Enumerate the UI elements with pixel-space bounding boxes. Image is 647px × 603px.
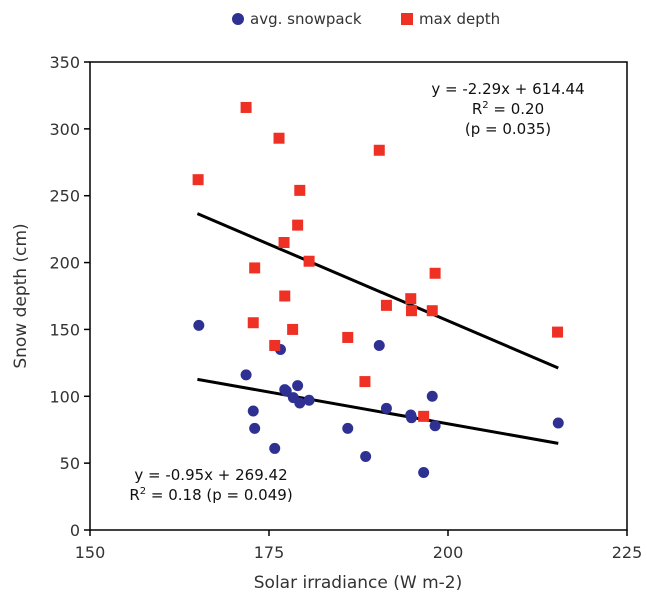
y-tick-label: 50 xyxy=(60,454,80,473)
trendlines xyxy=(196,212,559,445)
point-max-depth xyxy=(279,290,291,302)
point-max-depth xyxy=(342,331,354,343)
point-avg-snowpack xyxy=(193,319,205,331)
trendline-avg-snowpack xyxy=(197,377,559,445)
x-tick-label: 150 xyxy=(75,543,106,562)
data-points xyxy=(192,101,564,479)
point-max-depth xyxy=(380,299,392,311)
y-tick-label: 200 xyxy=(49,254,80,273)
point-avg-snowpack xyxy=(292,380,304,392)
legend-label-avg-snowpack: avg. snowpack xyxy=(250,10,362,28)
avg-snowpack-r2: R2 = 0.18 (p = 0.049) xyxy=(129,486,292,504)
point-max-depth xyxy=(278,237,290,249)
y-axis: 0 50 100 150 200 250 300 350 xyxy=(49,53,90,540)
y-tick-label: 0 xyxy=(70,521,80,540)
point-max-depth xyxy=(249,262,261,274)
y-tick-label: 150 xyxy=(49,320,80,339)
point-max-depth xyxy=(405,293,417,305)
x-axis-title: Solar irradiance (W m-2) xyxy=(254,573,462,593)
point-max-depth xyxy=(273,132,285,144)
max-depth-r2: R2 = 0.20 xyxy=(472,100,544,118)
point-max-depth xyxy=(247,317,259,329)
point-avg-snowpack xyxy=(373,339,385,351)
point-max-depth xyxy=(240,101,252,113)
point-avg-snowpack xyxy=(426,390,438,402)
point-max-depth xyxy=(426,305,438,317)
legend-marker-avg-snowpack xyxy=(232,13,244,25)
avg-snowpack-equation: y = -0.95x + 269.42 xyxy=(134,466,287,484)
y-tick-label: 100 xyxy=(49,387,80,406)
point-max-depth xyxy=(303,255,315,267)
y-tick-label: 300 xyxy=(49,120,80,139)
point-avg-snowpack xyxy=(269,442,281,454)
y-tick-label: 350 xyxy=(49,53,80,72)
point-max-depth xyxy=(429,267,441,279)
point-max-depth xyxy=(269,339,281,351)
point-max-depth xyxy=(552,326,564,338)
max-depth-p-value: (p = 0.035) xyxy=(465,120,551,138)
point-avg-snowpack xyxy=(552,417,564,429)
point-avg-snowpack xyxy=(294,397,306,409)
point-max-depth xyxy=(287,323,299,335)
point-max-depth xyxy=(292,219,304,231)
point-max-depth xyxy=(359,376,371,388)
point-max-depth xyxy=(373,144,385,156)
point-max-depth xyxy=(418,410,430,422)
x-tick-label: 225 xyxy=(612,543,643,562)
legend-label-max-depth: max depth xyxy=(419,10,500,28)
point-avg-snowpack xyxy=(360,450,372,462)
point-avg-snowpack xyxy=(249,422,261,434)
annotation-avg-snowpack: y = -0.95x + 269.42 R2 = 0.18 (p = 0.049… xyxy=(129,466,292,504)
max-depth-equation: y = -2.29x + 614.44 xyxy=(431,80,584,98)
x-tick-label: 175 xyxy=(254,543,285,562)
point-avg-snowpack xyxy=(240,369,252,381)
point-avg-snowpack xyxy=(418,467,430,479)
point-avg-snowpack xyxy=(280,385,292,397)
y-axis-title: Snow depth (cm) xyxy=(11,223,31,368)
point-avg-snowpack xyxy=(342,422,354,434)
point-max-depth xyxy=(405,305,417,317)
x-tick-label: 200 xyxy=(433,543,464,562)
y-tick-label: 250 xyxy=(49,187,80,206)
trendline-max-depth xyxy=(196,212,559,370)
point-avg-snowpack xyxy=(303,394,315,406)
point-avg-snowpack xyxy=(429,420,441,432)
annotation-max-depth: y = -2.29x + 614.44 R2 = 0.20 (p = 0.035… xyxy=(431,80,584,138)
point-avg-snowpack xyxy=(405,412,417,424)
x-axis: 150 175 200 225 xyxy=(75,530,643,562)
plot-area xyxy=(89,61,628,531)
legend: avg. snowpack max depth xyxy=(232,10,500,28)
point-avg-snowpack xyxy=(380,402,392,414)
point-max-depth xyxy=(294,184,306,196)
point-max-depth xyxy=(192,174,204,186)
point-avg-snowpack xyxy=(247,405,259,417)
legend-marker-max-depth xyxy=(401,13,413,25)
